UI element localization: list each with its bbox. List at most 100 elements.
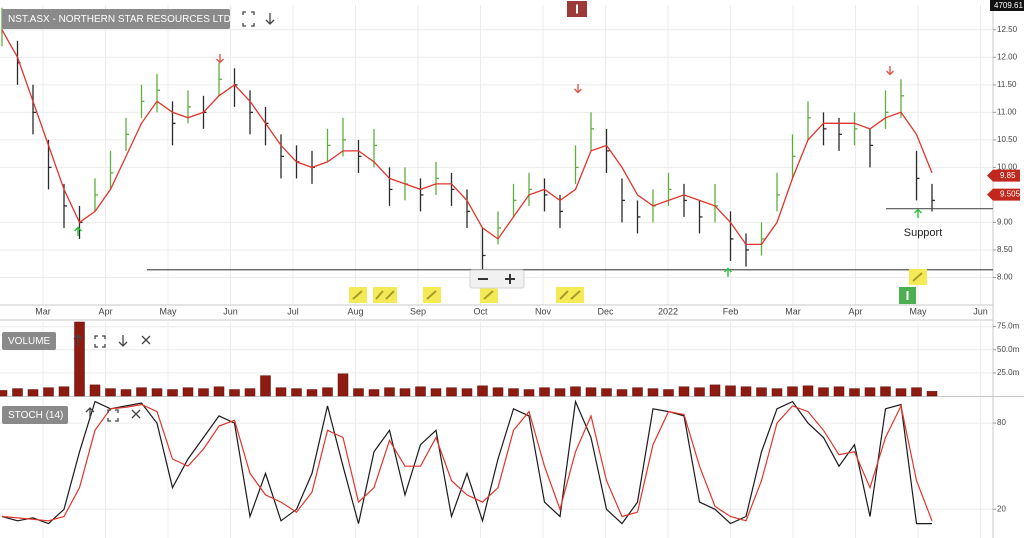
volume-bar [880, 386, 891, 397]
y-tick-label: 10.50 [997, 135, 1018, 144]
volume-bar [818, 387, 829, 397]
info-marker[interactable] [899, 287, 916, 304]
volume-bar [430, 388, 442, 397]
price-tag-label: 9.85 [1000, 171, 1016, 180]
stoch-line [1, 399, 932, 525]
volume-bar [415, 386, 426, 397]
note-icon[interactable] [480, 287, 498, 303]
volume-bar [678, 386, 690, 397]
close-button[interactable] [131, 409, 141, 419]
move-down-button[interactable] [118, 335, 128, 347]
volume-bar [0, 390, 8, 397]
volume-bar [384, 387, 395, 397]
volume-bar [322, 387, 333, 397]
close-button[interactable] [141, 335, 151, 345]
zoom-control[interactable] [469, 269, 525, 289]
volume-bar [43, 387, 54, 397]
volume-title: VOLUME [8, 336, 51, 347]
y-tick-label: 50.0m [997, 345, 1020, 354]
note-icon[interactable] [373, 287, 397, 303]
zoom-in[interactable] [505, 274, 515, 284]
x-tick-label: Mar [785, 306, 801, 316]
volume-bar [477, 385, 488, 397]
note-icon[interactable] [556, 287, 584, 303]
y-tick-label: 25.0m [997, 368, 1020, 377]
sell-arrow [574, 84, 582, 94]
maximize-button[interactable] [94, 335, 106, 348]
toolbar[interactable] [73, 11, 275, 422]
y-tick-label: 75.0m [997, 322, 1020, 331]
annotation-icons[interactable] [349, 1, 927, 304]
moving-average [1, 29, 933, 246]
volume-bar [926, 391, 938, 397]
y-tick-label: 20 [997, 504, 1006, 513]
maximize-button[interactable] [107, 409, 119, 422]
y-tick-label: 11.50 [997, 80, 1017, 89]
sell-arrow [216, 54, 224, 64]
x-tick-label: Feb [723, 306, 739, 316]
move-up-button[interactable] [85, 407, 95, 419]
y-tick-label: 10.00 [997, 162, 1018, 171]
note-icon[interactable] [349, 287, 367, 303]
note-icon[interactable] [423, 287, 441, 303]
volume-bar [27, 389, 39, 397]
volume-bar [167, 389, 178, 397]
volume-bar [120, 389, 132, 397]
x-tick-label: Oct [473, 306, 488, 316]
sell-arrow [886, 66, 894, 76]
volume-bar [58, 386, 70, 397]
volume-bar [353, 388, 364, 397]
buy-arrow [914, 208, 922, 218]
note-icon[interactable] [909, 269, 927, 285]
volume-bar [616, 389, 628, 397]
volume-bar [337, 373, 349, 397]
move-up-button[interactable] [73, 334, 83, 346]
volume-bar [260, 375, 271, 397]
y-tick-label: 11.00 [997, 107, 1017, 116]
y-tick-label: 9.00 [997, 218, 1013, 227]
x-tick-label: Nov [535, 306, 552, 316]
info-marker[interactable] [567, 1, 587, 17]
volume-bar [74, 321, 85, 397]
price-tag [987, 188, 1020, 201]
annotation: Support [904, 227, 943, 239]
x-tick-label: Aug [347, 306, 363, 316]
x-tick-label: Dec [597, 306, 614, 316]
volume-bar [740, 386, 752, 397]
y-tick-label: 8.00 [997, 273, 1013, 282]
volume-bar [523, 389, 535, 397]
volume-bar [368, 389, 380, 397]
buy-arrow [74, 226, 82, 236]
y-tick-label: 8.50 [997, 245, 1013, 254]
volume-bar [446, 387, 457, 397]
title-box [2, 9, 230, 29]
volume-bar [275, 387, 287, 397]
move-down-button[interactable] [265, 13, 275, 25]
volume-bar [833, 386, 845, 397]
y-tick-label: 12.50 [997, 25, 1018, 34]
top-tag: 4709.61 [994, 1, 1023, 10]
volume-bar [89, 384, 101, 397]
maximize-button[interactable] [242, 11, 255, 27]
volume-bar [213, 386, 225, 397]
volume-bar [725, 385, 736, 397]
volume-bar [554, 388, 566, 397]
top-tag-box [990, 0, 1024, 11]
volume-bar [864, 387, 876, 397]
volume-bar [771, 388, 783, 397]
volume-bar [585, 387, 597, 397]
volume-bar [306, 389, 318, 397]
volume-bar [709, 384, 721, 397]
buy-arrow [724, 267, 732, 277]
title-box [2, 406, 68, 424]
x-tick-label: May [909, 306, 927, 316]
stoch-line [1, 403, 933, 522]
price-title: NST.ASX - NORTHERN STAR RESOURCES LTD [8, 14, 231, 25]
volume-bar [787, 386, 798, 397]
y-tick-label: 80 [997, 418, 1006, 427]
volume-bar [849, 388, 860, 397]
x-tick-label: May [159, 306, 177, 316]
volume-bar [182, 387, 194, 397]
x-tick-label: Mar [35, 306, 51, 316]
volume-bar [632, 387, 643, 397]
